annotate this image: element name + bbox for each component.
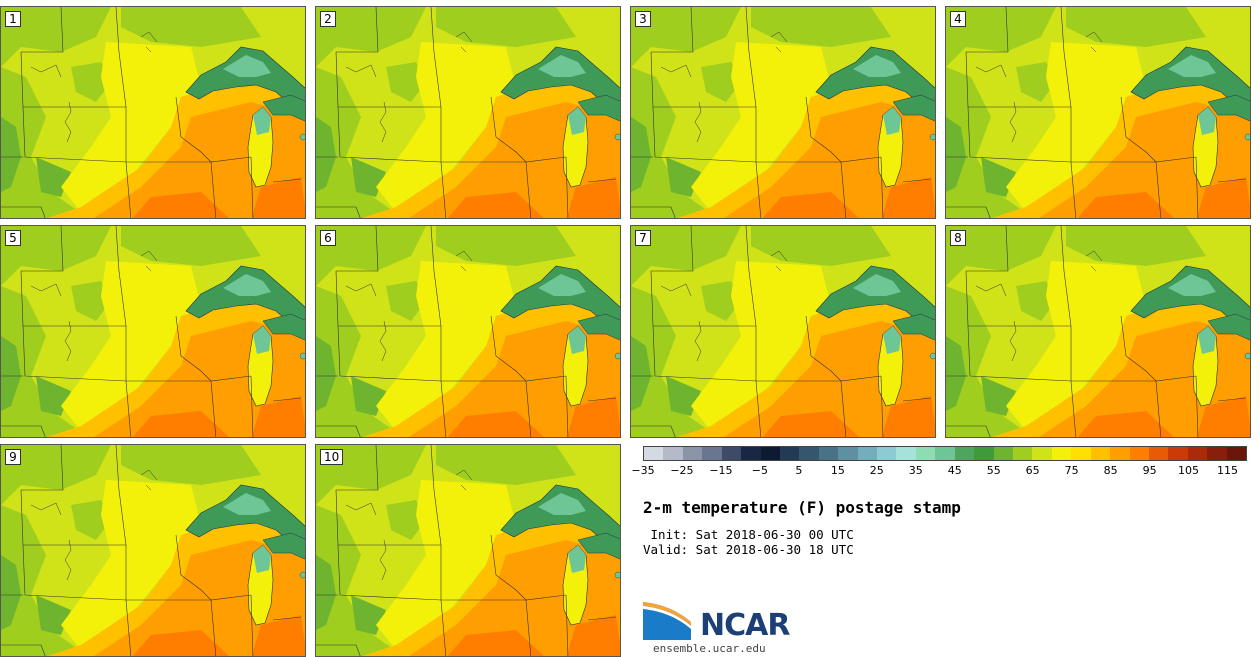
color-scale-bar (643, 446, 1247, 461)
map-panel-2: 2 (315, 6, 621, 219)
color-scale-segment (1090, 447, 1111, 460)
color-scale-tick-label: −15 (709, 464, 733, 477)
map-panel-3: 3 (630, 6, 936, 219)
ensemble-member-number: 5 (5, 230, 21, 246)
color-scale-tick-label: 95 (1142, 464, 1157, 477)
color-scale-tick-label: 5 (795, 464, 803, 477)
ensemble-member-number: 9 (5, 449, 21, 465)
color-scale-segment (1129, 447, 1149, 460)
map-panel-5: 5 (0, 225, 306, 438)
color-scale-tick-label: 25 (869, 464, 884, 477)
color-scale-segment (1071, 447, 1091, 460)
temperature-map (946, 226, 1250, 437)
color-scale-tick-label: 75 (1064, 464, 1079, 477)
ensemble-member-number: 6 (320, 230, 336, 246)
temperature-map (1, 7, 305, 218)
color-scale-tick-label: 85 (1103, 464, 1118, 477)
color-scale-segment (741, 447, 761, 460)
valid-time: Valid: Sat 2018-06-30 18 UTC (643, 542, 854, 557)
color-scale-segment (799, 447, 819, 460)
color-scale-segment (1051, 447, 1072, 460)
color-scale-segment (1187, 447, 1208, 460)
color-scale-tick-label: 105 (1178, 464, 1200, 477)
ensemble-member-number: 2 (320, 11, 336, 27)
map-panel-8: 8 (945, 225, 1251, 438)
map-panel-10: 10 (315, 444, 621, 657)
color-scale-segment (993, 447, 1014, 460)
color-scale-segment (644, 447, 664, 460)
logo-wordmark: NCAR (700, 608, 790, 643)
color-scale-segment (682, 447, 703, 460)
color-scale-segment (857, 447, 878, 460)
color-scale-segment (877, 447, 897, 460)
color-scale-segment (721, 447, 742, 460)
init-time: Init: Sat 2018-06-30 00 UTC (643, 527, 854, 542)
color-scale-segment (1207, 447, 1227, 460)
color-scale-tick-label: −25 (670, 464, 694, 477)
map-panel-4: 4 (945, 6, 1251, 219)
color-scale-tick-label: 65 (1025, 464, 1040, 477)
color-scale-segment (702, 447, 722, 460)
color-scale-labels: −35 −25 −15 −5 5 15 25 35 45 55 65 75 85 95 105 115 (631, 464, 1247, 480)
map-panel-1: 1 (0, 6, 306, 219)
color-scale-segment (760, 447, 780, 460)
ncar-logo-icon (643, 602, 691, 640)
color-scale-segment (1110, 447, 1130, 460)
color-scale-segment (1032, 447, 1052, 460)
color-scale-tick-label: 55 (986, 464, 1001, 477)
ensemble-member-number: 8 (950, 230, 966, 246)
color-scale-segment (935, 447, 955, 460)
color-scale-segment (1013, 447, 1033, 460)
color-scale-segment (915, 447, 936, 460)
color-scale-segment (663, 447, 683, 460)
temperature-map (316, 7, 620, 218)
ensemble-member-number: 1 (5, 11, 21, 27)
ensemble-member-number: 4 (950, 11, 966, 27)
color-scale-tick-label: 45 (947, 464, 962, 477)
color-scale-segment (838, 447, 858, 460)
color-scale-segment (1148, 447, 1169, 460)
temperature-map (316, 226, 620, 437)
website-url: ensemble.ucar.edu (653, 642, 766, 655)
color-scale-segment (954, 447, 975, 460)
color-scale-tick-label: −35 (631, 464, 655, 477)
color-scale-segment (896, 447, 916, 460)
ensemble-member-number: 10 (320, 449, 344, 465)
figure-title: 2-m temperature (F) postage stamp (643, 498, 961, 517)
color-scale-segment (818, 447, 839, 460)
color-scale-segment (1168, 447, 1188, 460)
color-scale-tick-label: −5 (751, 464, 768, 477)
temperature-map (1, 445, 305, 656)
color-scale-segment (974, 447, 994, 460)
temperature-map (316, 445, 620, 656)
ensemble-member-number: 3 (635, 11, 651, 27)
color-scale-tick-label: 15 (830, 464, 845, 477)
temperature-map (631, 7, 935, 218)
color-scale-segment (1226, 447, 1247, 460)
color-scale-segment (779, 447, 800, 460)
color-scale-tick-label: 115 (1217, 464, 1239, 477)
temperature-map (1, 226, 305, 437)
map-panel-6: 6 (315, 225, 621, 438)
temperature-map (631, 226, 935, 437)
map-panel-7: 7 (630, 225, 936, 438)
color-scale-tick-label: 35 (908, 464, 923, 477)
map-panel-9: 9 (0, 444, 306, 657)
ensemble-member-number: 7 (635, 230, 651, 246)
temperature-map (946, 7, 1250, 218)
